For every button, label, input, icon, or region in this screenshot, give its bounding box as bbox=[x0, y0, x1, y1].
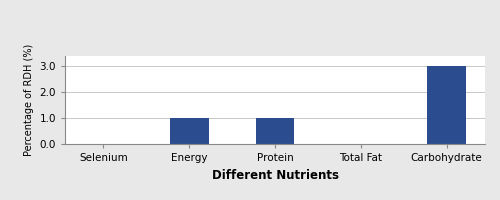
Bar bbox=[256, 118, 294, 144]
X-axis label: Different Nutrients: Different Nutrients bbox=[212, 169, 338, 182]
Bar bbox=[170, 118, 208, 144]
Y-axis label: Percentage of RDH (%): Percentage of RDH (%) bbox=[24, 44, 34, 156]
Bar bbox=[428, 66, 466, 144]
